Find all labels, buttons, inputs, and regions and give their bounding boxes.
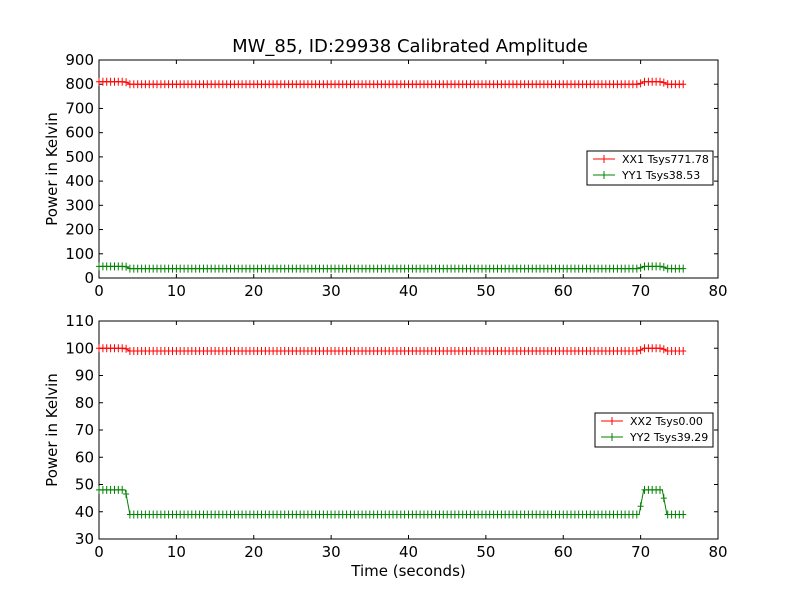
series-markers-2: [96, 262, 687, 273]
data-point: [657, 77, 663, 86]
y-tick-label: 400: [65, 172, 94, 190]
y-tick-label: 60: [75, 448, 94, 466]
data-point: [660, 494, 667, 503]
series-line-2: [99, 489, 684, 515]
x-tick-label: 0: [94, 282, 104, 300]
y-tick-label: 200: [65, 221, 94, 239]
data-point: [637, 79, 644, 88]
y-tick-label: 70: [75, 421, 94, 439]
legend-marker: [609, 417, 615, 425]
legend: XX1 Tsys771.78 YY1 Tsys38.53: [586, 150, 714, 186]
data-point: [660, 345, 667, 354]
y-tick-label: 80: [75, 394, 94, 412]
x-tick-label: 40: [399, 543, 418, 561]
data-point: [637, 346, 644, 355]
x-axis-label: Time (seconds): [350, 562, 466, 580]
y-tick-label: 300: [65, 196, 94, 214]
data-point: [123, 344, 130, 353]
data-point: [123, 78, 130, 87]
x-tick-label: 20: [244, 282, 263, 300]
y-tick-label: 500: [65, 148, 94, 166]
y-axis-label: Power in Kelvin: [43, 373, 61, 487]
x-tick-label: 0: [94, 543, 104, 561]
legend-marker: [609, 433, 615, 441]
y-tick-label: 40: [75, 503, 94, 521]
x-tick-label: 30: [322, 543, 341, 561]
x-tick-label: 30: [322, 282, 341, 300]
x-tick-label: 80: [708, 543, 727, 561]
series-markers-2: [96, 485, 687, 519]
x-tick-label: 10: [167, 543, 186, 561]
top-plot: 0 10 20 30 40 50 60 70 8001002003004005006007008…: [43, 51, 728, 300]
legend-label: XX2 Tsys0.00: [630, 415, 703, 428]
y-tick-label: 0: [84, 269, 94, 287]
data-point: [657, 344, 663, 353]
figure-title: MW_85, ID:29938 Calibrated Amplitude: [232, 36, 588, 57]
data-point: [633, 264, 640, 273]
data-point: [657, 262, 663, 271]
x-tick-label: 20: [244, 543, 263, 561]
x-tick-label: 60: [554, 543, 573, 561]
y-tick-label: 30: [75, 530, 94, 548]
y-tick-label: 100: [65, 245, 94, 263]
y-tick-label: 600: [65, 124, 94, 142]
x-tick-label: 50: [476, 543, 495, 561]
data-point: [123, 490, 130, 498]
y-tick-label: 800: [65, 75, 94, 93]
data-point: [660, 263, 667, 272]
legend-marker: [601, 171, 607, 179]
y-tick-label: 90: [75, 367, 94, 385]
x-tick-label: 70: [631, 282, 650, 300]
data-point: [119, 485, 126, 494]
data-point: [657, 485, 663, 494]
data-point: [680, 347, 687, 355]
data-point: [660, 78, 667, 87]
data-point: [680, 510, 687, 519]
x-tick-label: 60: [554, 282, 573, 300]
y-tick-label: 700: [65, 99, 94, 117]
series-markers-1: [96, 344, 687, 355]
y-tick-label: 100: [65, 339, 94, 357]
data-point: [633, 80, 640, 89]
legend-marker: [601, 155, 607, 163]
legend-box: [594, 412, 714, 448]
data-point: [637, 263, 644, 272]
y-tick-label: 50: [75, 476, 94, 494]
legend-box: [586, 150, 714, 186]
data-point: [633, 510, 640, 519]
x-tick-label: 10: [167, 282, 186, 300]
data-point: [633, 347, 640, 355]
x-tick-label: 80: [708, 282, 727, 300]
data-point: [680, 264, 687, 273]
series-markers-1: [96, 77, 687, 89]
y-tick-label: 900: [65, 51, 94, 69]
data-point: [123, 262, 130, 271]
bottom-plot: 0 10 20 30 40 50 60 70 80 30 40 50 60 70 80 90 100 110 Pow…: [43, 312, 728, 580]
y-tick-label: 110: [65, 312, 94, 330]
legend: XX2 Tsys0.00 YY2 Tsys39.29: [594, 412, 714, 448]
data-point: [637, 502, 644, 511]
x-tick-label: 40: [399, 282, 418, 300]
legend-label: XX1 Tsys771.78: [622, 153, 709, 166]
legend-label: YY2 Tsys39.29: [629, 431, 708, 444]
legend-label: YY1 Tsys38.53: [621, 169, 700, 182]
x-tick-label: 70: [631, 543, 650, 561]
y-axis-label: Power in Kelvin: [43, 112, 61, 226]
data-point: [680, 80, 687, 89]
x-tick-label: 50: [476, 282, 495, 300]
